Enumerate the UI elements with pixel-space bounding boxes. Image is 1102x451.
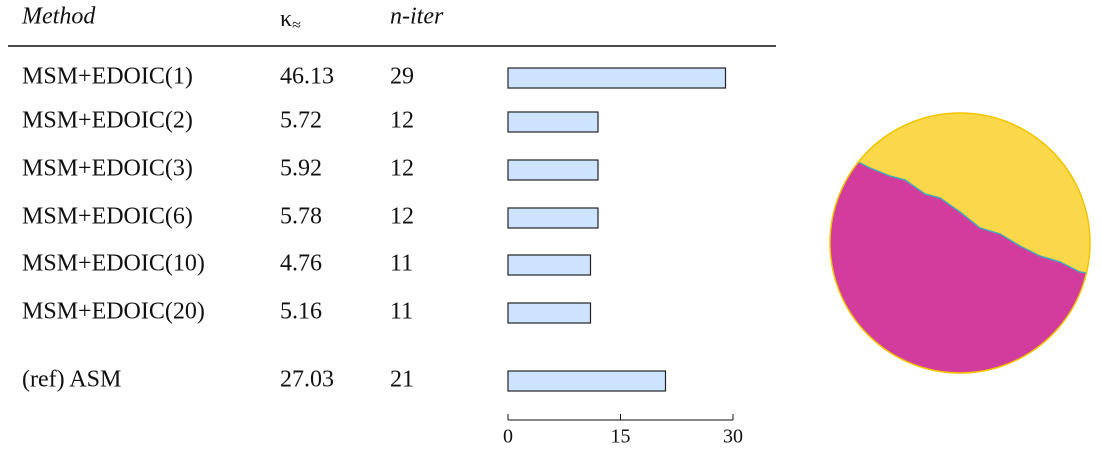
niter-cell: 29 xyxy=(390,64,414,90)
kappa-cell: 4.76 xyxy=(280,251,322,277)
niter-cell: 11 xyxy=(390,251,413,277)
kappa-cell: 5.16 xyxy=(280,299,322,325)
bar xyxy=(507,159,599,181)
header-method: Method xyxy=(21,4,96,30)
bar xyxy=(507,370,667,392)
bar xyxy=(507,67,727,89)
kappa-symbol: κ xyxy=(280,6,292,32)
disc-outline xyxy=(829,112,1091,374)
kappa-cell: 5.72 xyxy=(280,108,322,134)
header-niter: n-iter xyxy=(390,4,444,30)
bar xyxy=(507,302,592,324)
x-tick-label: 0 xyxy=(503,426,513,448)
niter-cell: 12 xyxy=(390,204,414,230)
niter-cell: 11 xyxy=(390,299,413,325)
kappa-cell: 46.13 xyxy=(280,64,334,90)
bar xyxy=(507,111,599,133)
niter-cell: 12 xyxy=(390,108,414,134)
mesh-image xyxy=(830,113,1090,373)
niter-cell: 21 xyxy=(390,367,414,393)
method-cell: MSM+EDOIC(3) xyxy=(22,156,193,182)
method-cell: MSM+EDOIC(6) xyxy=(22,204,193,230)
bar xyxy=(507,254,592,276)
method-cell: MSM+EDOIC(1) xyxy=(22,64,193,90)
method-cell: (ref) ASM xyxy=(22,367,121,393)
kappa-cell: 27.03 xyxy=(280,367,334,393)
kappa-cell: 5.78 xyxy=(280,204,322,230)
x-tick-label: 30 xyxy=(723,426,743,448)
method-cell: MSM+EDOIC(2) xyxy=(22,108,193,134)
method-cell: MSM+EDOIC(20) xyxy=(22,299,205,325)
method-cell: MSM+EDOIC(10) xyxy=(22,251,205,277)
kappa-subscript: ≈ xyxy=(292,17,301,34)
kappa-cell: 5.92 xyxy=(280,156,322,182)
header-kappa: κ≈ xyxy=(280,6,301,34)
niter-cell: 12 xyxy=(390,156,414,182)
x-tick-label: 15 xyxy=(611,426,631,448)
bar xyxy=(507,207,599,229)
